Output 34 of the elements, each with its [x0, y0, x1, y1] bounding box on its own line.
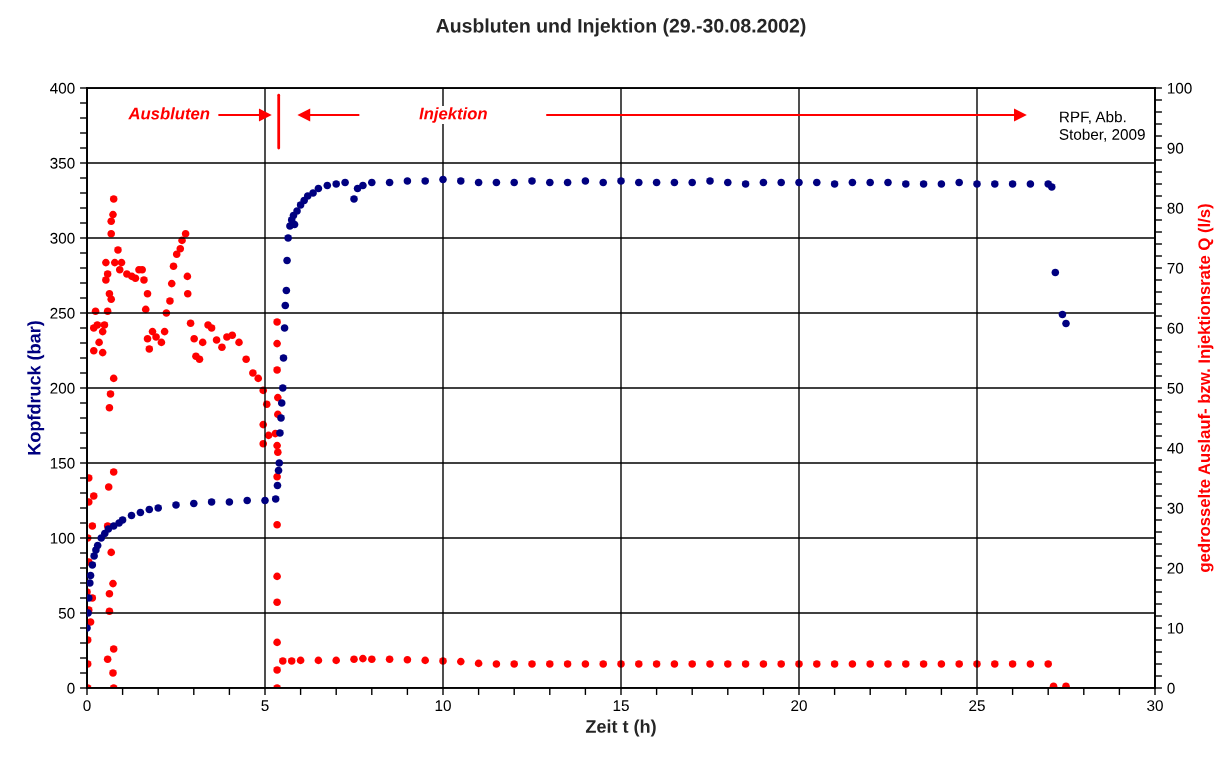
y-tick-label: 250 [50, 307, 75, 319]
annotation: Ausbluten [128, 107, 210, 120]
y2-tick-label: 70 [1167, 262, 1184, 274]
y-tick-label: 400 [50, 82, 75, 94]
y-axis-title: Kopfdruck (bar) [27, 321, 45, 455]
y-tick-label: 150 [50, 457, 75, 469]
y2-tick-label: 20 [1167, 562, 1184, 574]
y2-tick-label: 0 [1167, 682, 1175, 694]
y2-axis-title: gedrosselte Auslauf- bzw. Injektionsrate Q (l/s) [1197, 204, 1214, 572]
x-tick-label: 25 [969, 700, 985, 712]
y-tick-label: 0 [67, 682, 75, 694]
y2-tick-label: 100 [1167, 82, 1192, 94]
x-tick-label: 0 [83, 700, 91, 712]
x-tick-label: 10 [435, 700, 451, 712]
y-tick-label: 350 [50, 157, 75, 169]
y-tick-label: 200 [50, 382, 75, 394]
x-tick-label: 30 [1147, 700, 1163, 712]
x-tick-label: 15 [613, 700, 629, 712]
y-tick-label: 100 [50, 532, 75, 544]
y-tick-label: 300 [50, 232, 75, 244]
y2-tick-label: 80 [1167, 202, 1184, 214]
y2-tick-label: 90 [1167, 142, 1184, 154]
annotation: Injektion [419, 107, 487, 123]
y-tick-label: 50 [58, 607, 75, 619]
y2-tick-label: 10 [1167, 622, 1184, 634]
x-axis-title: Zeit t (h) [585, 719, 656, 737]
chart-title: Ausbluten und Injektion (29.-30.08.2002) [436, 18, 806, 37]
y2-tick-label: 60 [1167, 322, 1184, 334]
y2-tick-label: 50 [1167, 382, 1184, 394]
x-tick-label: 5 [261, 700, 269, 712]
y2-tick-label: 30 [1167, 502, 1184, 514]
x-tick-label: 20 [791, 700, 807, 712]
annotation: RPF, Abb. Stober, 2009 [1059, 111, 1145, 142]
y2-tick-label: 40 [1167, 442, 1184, 454]
